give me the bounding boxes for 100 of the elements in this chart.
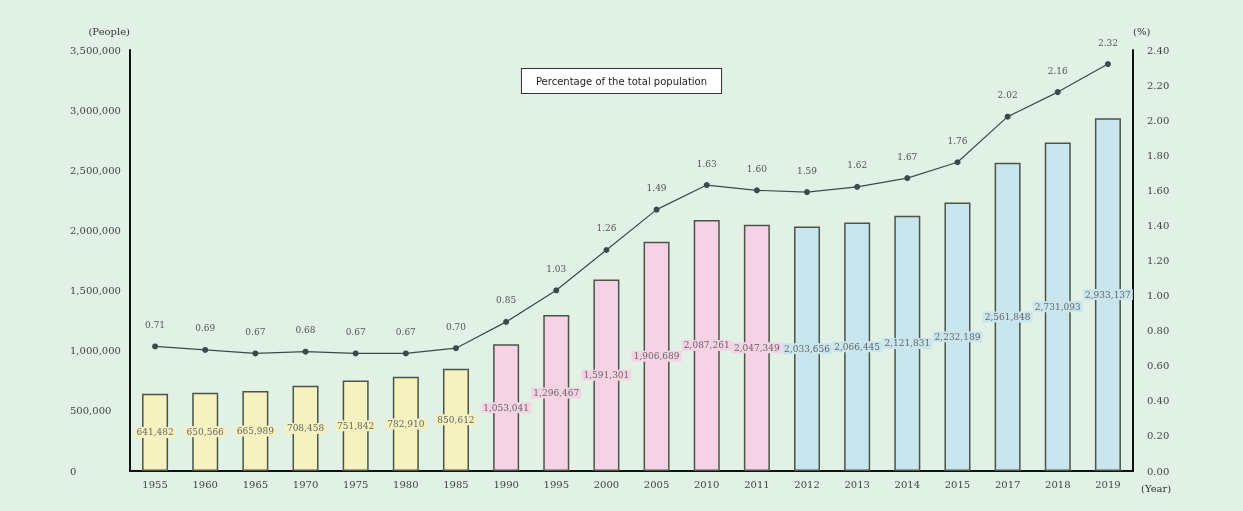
point [753, 187, 760, 194]
data-label: 1,591,301 [583, 370, 630, 381]
y2-tick-label: 1.00 [1147, 290, 1170, 302]
x-tick-label: 1980 [393, 478, 419, 490]
point [954, 159, 961, 166]
point [553, 287, 560, 294]
x-tick-label: 2014 [894, 478, 921, 490]
x-tick-label: 1990 [493, 478, 519, 490]
point [603, 246, 610, 253]
x-tick-label: 2018 [1045, 478, 1071, 490]
x-tick-label: 1955 [142, 478, 168, 490]
x-tick-label: 1995 [543, 478, 569, 490]
data-label: 1.03 [546, 263, 567, 274]
y2-tick-label: 1.60 [1147, 184, 1170, 196]
y-tick-label: 500,000 [70, 405, 112, 417]
y-axis-title: (People) [88, 25, 131, 37]
x-tick-label: 2010 [694, 478, 720, 490]
y2-tick-label: 2.00 [1147, 114, 1170, 126]
data-label: 782,910 [387, 418, 425, 429]
point [503, 318, 510, 325]
data-label: 2.02 [997, 90, 1018, 101]
y2-tick-label: 2.20 [1147, 79, 1170, 91]
x-tick-label: 2013 [844, 478, 870, 490]
data-label: 1.67 [897, 151, 918, 162]
data-label: 1,296,467 [533, 388, 580, 399]
point [1104, 61, 1111, 68]
point [452, 345, 459, 352]
data-label: 850,612 [437, 414, 475, 425]
data-label: 0.69 [195, 323, 216, 334]
y2-tick-label: 0.00 [1147, 465, 1170, 477]
data-label: 1,053,041 [483, 402, 530, 413]
point [152, 343, 159, 350]
point [804, 189, 811, 196]
x-tick-label: 1970 [292, 478, 319, 490]
x-tick-label: 2015 [944, 478, 971, 490]
y2-tick-label: 0.40 [1147, 395, 1170, 407]
data-label: 665,989 [236, 425, 275, 436]
data-label: 1.49 [646, 183, 667, 194]
x-tick-label: 1965 [242, 478, 269, 490]
data-label: 2.16 [1047, 65, 1069, 76]
y2-axis-title: (%) [1133, 25, 1151, 37]
data-label: 0.68 [295, 325, 316, 336]
data-label: 650,566 [186, 426, 225, 437]
y2-tick-label: 0.60 [1147, 360, 1170, 372]
point [653, 206, 660, 213]
x-tick-label: 2019 [1095, 478, 1121, 490]
x-tick-label: 2017 [994, 478, 1021, 490]
data-label: 1.26 [596, 223, 617, 234]
data-label: 2,121,831 [884, 338, 931, 349]
data-label: 0.85 [496, 295, 517, 306]
y-tick-label: 2,500,000 [70, 164, 121, 176]
y-tick-label: 0 [70, 465, 77, 477]
data-label: 2,033,656 [784, 343, 831, 354]
y2-tick-label: 1.40 [1147, 219, 1170, 231]
point [904, 175, 911, 182]
point [302, 348, 309, 355]
data-label: 1.76 [947, 135, 968, 146]
data-label: 708,458 [286, 423, 325, 434]
data-label: 2,933,137 [1085, 289, 1132, 300]
point [703, 182, 710, 189]
y-tick-label: 3,000,000 [70, 104, 121, 116]
data-label: 1.60 [746, 163, 768, 174]
data-label: 0.67 [395, 326, 417, 337]
point [1054, 89, 1061, 96]
point [252, 350, 259, 357]
data-label: 2,047,349 [733, 342, 781, 353]
point [402, 350, 409, 357]
data-label: 641,482 [136, 427, 174, 438]
point [202, 346, 209, 353]
y2-tick-label: 2.40 [1147, 44, 1170, 56]
data-label: 1.62 [847, 160, 868, 171]
point [854, 183, 861, 190]
x-tick-label: 2011 [744, 478, 770, 490]
data-label: 0.70 [445, 321, 467, 332]
x-tick-label: 2000 [593, 478, 620, 490]
data-label: 2.32 [1097, 37, 1118, 48]
annotation: Percentage of the total population [535, 75, 708, 87]
data-label: 2,731,093 [1034, 301, 1081, 312]
data-label: 2,561,848 [984, 311, 1031, 322]
y-tick-label: 2,000,000 [70, 224, 121, 236]
y2-tick-label: 1.80 [1147, 149, 1170, 161]
x-tick-label: 2005 [643, 478, 670, 490]
y-tick-label: 1,500,000 [70, 285, 121, 297]
x-tick-label: 1975 [342, 478, 369, 490]
y2-tick-label: 0.80 [1147, 325, 1170, 337]
x-axis-title: (Year) [1141, 482, 1172, 494]
data-label: 1,906,689 [633, 351, 680, 362]
data-label: 0.67 [245, 326, 266, 337]
y2-tick-label: 0.20 [1147, 430, 1170, 442]
data-label: 0.67 [345, 326, 366, 337]
data-label: 2,066,445 [834, 341, 881, 352]
y-tick-label: 1,000,000 [70, 345, 121, 357]
y2-tick-label: 1.20 [1147, 255, 1170, 266]
data-label: 1.63 [696, 158, 718, 169]
x-tick-label: 2012 [794, 478, 820, 490]
point [1004, 113, 1011, 120]
data-label: 2,232,189 [934, 331, 981, 342]
data-label: 751,842 [337, 420, 375, 431]
y-tick-label: 3,500,000 [70, 44, 121, 56]
x-tick-label: 1985 [443, 478, 469, 490]
